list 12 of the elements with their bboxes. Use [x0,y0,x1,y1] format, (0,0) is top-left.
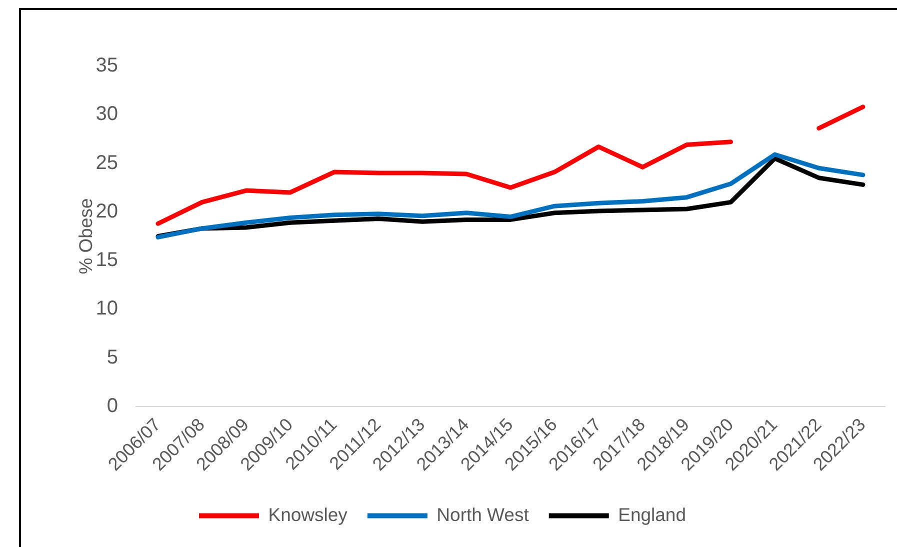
y-tick-label: 0 [106,395,118,418]
y-axis-title: % Obese [75,198,96,274]
legend-label: Knowsley [268,504,348,525]
legend-label: North West [436,504,529,525]
y-tick-label: 20 [96,200,118,222]
y-tick-label: 30 [96,103,118,126]
y-tick-label: 35 [96,54,118,77]
y-tick-label: 5 [106,346,118,368]
y-tick-label: 15 [96,249,118,272]
y-tick-label: 10 [96,298,118,320]
legend-label: England [618,504,686,525]
y-tick-label: 25 [96,152,118,174]
